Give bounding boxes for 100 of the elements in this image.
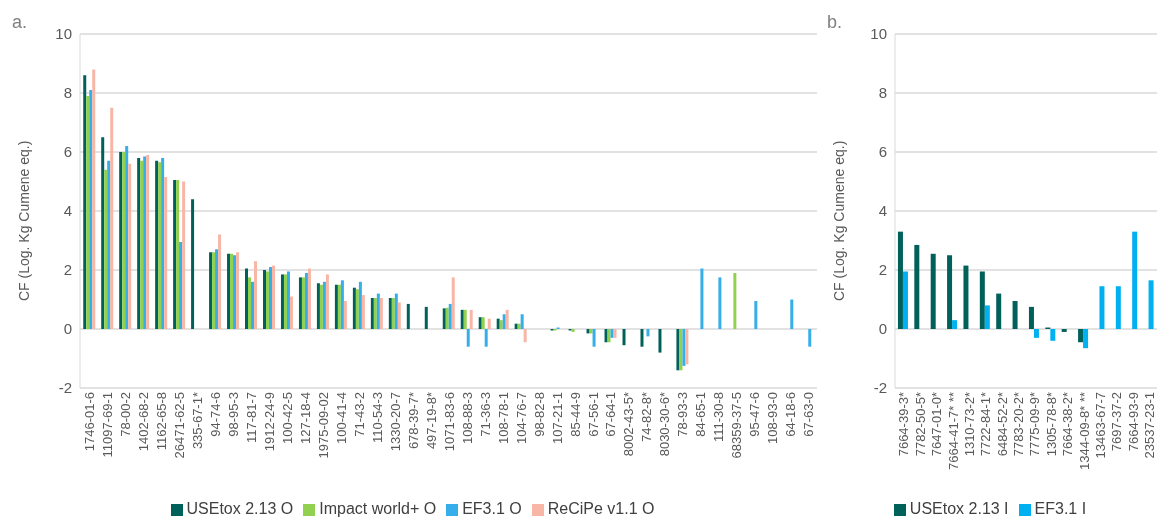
x-tick-label: 26471-62-5 xyxy=(172,392,188,459)
x-tick-label: 74-82-8* xyxy=(639,392,655,442)
x-tick-label: 108-88-3 xyxy=(459,392,475,445)
bar xyxy=(340,280,344,329)
x-tick-label: 104-76-7 xyxy=(513,392,529,445)
y-tick-label: 2 xyxy=(63,261,72,279)
bar xyxy=(251,281,255,329)
bar xyxy=(592,329,596,347)
bar xyxy=(451,277,455,329)
x-tick-label: 71-36-3 xyxy=(477,392,493,437)
bar xyxy=(92,69,96,329)
x-tick-label: 7783-20-2* xyxy=(1011,392,1027,457)
bar xyxy=(182,181,186,329)
bar xyxy=(379,298,383,329)
x-tick-label: 7664-39-3* xyxy=(896,392,912,457)
bar xyxy=(394,293,398,329)
bar xyxy=(996,293,1002,329)
legend-label: USEtox 2.13 O xyxy=(186,500,294,517)
bar xyxy=(307,268,311,329)
y-tick-label: 10 xyxy=(55,25,72,43)
bar xyxy=(1078,329,1084,343)
y-tick-label: 0 xyxy=(878,320,887,338)
bar xyxy=(248,277,252,329)
x-tick-label: 67-64-1 xyxy=(603,392,619,437)
bar xyxy=(1083,329,1089,349)
x-tick-label: 100-42-5 xyxy=(279,392,295,445)
y-tick-label: 8 xyxy=(878,84,887,102)
x-tick-label: 1344-09-8* ** xyxy=(1076,392,1092,471)
legend-label: Impact world+ O xyxy=(319,500,437,517)
y-tick-label: 2 xyxy=(878,261,887,279)
bar xyxy=(107,160,111,329)
bar xyxy=(89,90,93,329)
x-tick-label: 11097-69-1 xyxy=(100,392,116,458)
bar xyxy=(897,231,903,329)
bar xyxy=(424,306,428,329)
x-tick-label: 23537-23-1 xyxy=(1142,392,1158,459)
bar xyxy=(718,277,722,329)
legend-label: ReCiPe v1.1 O xyxy=(547,500,655,517)
x-tick-label: 64-18-6 xyxy=(783,392,799,437)
bar xyxy=(83,75,87,329)
bar xyxy=(484,329,488,347)
chart-title: a. xyxy=(12,12,28,33)
bar xyxy=(469,309,473,329)
bar xyxy=(1061,329,1067,332)
bar xyxy=(1050,329,1056,341)
bar xyxy=(487,318,491,329)
y-tick-label: 0 xyxy=(63,320,72,338)
bar xyxy=(289,296,293,329)
x-tick-label: 78-93-3 xyxy=(675,392,691,437)
x-tick-label: 98-82-8 xyxy=(531,392,547,437)
x-tick-label: 7664-38-2* xyxy=(1060,392,1076,457)
x-tick-label: 67-63-0 xyxy=(801,392,817,437)
bar xyxy=(984,305,990,329)
x-tick-label: 94-74-6 xyxy=(208,392,224,437)
x-tick-label: 1746-01-6 xyxy=(82,392,98,452)
x-tick-label: 7782-50-5* xyxy=(912,392,928,457)
bar xyxy=(104,169,108,329)
x-tick-label: 108-78-1 xyxy=(495,392,511,445)
bar xyxy=(658,329,662,353)
bar xyxy=(325,274,329,329)
x-tick-label: 8002-43-5* xyxy=(621,392,637,457)
bar xyxy=(505,309,509,329)
x-tick-label: 678-39-7* xyxy=(405,392,421,450)
bar xyxy=(397,302,401,329)
bar xyxy=(268,267,272,329)
x-tick-label: 8030-30-6* xyxy=(657,392,673,457)
bar xyxy=(254,261,258,329)
x-tick-label: 6484-52-2* xyxy=(994,392,1010,457)
x-tick-label: 108-93-0 xyxy=(765,392,781,445)
y-tick-label: 6 xyxy=(878,143,887,161)
x-tick-label: 110-54-3 xyxy=(369,392,385,444)
bar xyxy=(979,271,985,329)
chart-title: b. xyxy=(827,12,843,33)
bar xyxy=(448,303,452,329)
bar xyxy=(640,329,644,347)
x-tick-label: 107-21-1 xyxy=(549,392,565,445)
y-axis-title: CF (Log. Kg Cumene eq.) xyxy=(15,140,32,301)
x-tick-label: 127-18-4 xyxy=(297,392,313,445)
x-tick-label: 7697-37-2 xyxy=(1109,392,1125,452)
bar xyxy=(733,272,737,329)
bar xyxy=(191,199,195,329)
bar xyxy=(343,300,347,329)
x-tick-label: 117-81-7 xyxy=(244,392,259,444)
bar xyxy=(376,293,380,329)
bar xyxy=(101,137,105,329)
bar xyxy=(128,163,132,329)
y-tick-label: 4 xyxy=(878,202,887,220)
x-tick-label: 1305-78-8* xyxy=(1043,392,1059,457)
bar xyxy=(790,299,794,329)
bar xyxy=(947,255,953,329)
y-tick-label: 10 xyxy=(870,25,887,43)
y-tick-label: -2 xyxy=(58,379,72,397)
bar xyxy=(406,303,410,329)
bar xyxy=(179,241,183,329)
legend-label: EF3.1 O xyxy=(462,500,522,517)
bar xyxy=(110,107,114,329)
y-tick-label: 6 xyxy=(63,143,72,161)
bar xyxy=(1148,280,1154,329)
x-tick-label: 1975-09-02 xyxy=(315,392,331,459)
bar xyxy=(902,271,908,329)
